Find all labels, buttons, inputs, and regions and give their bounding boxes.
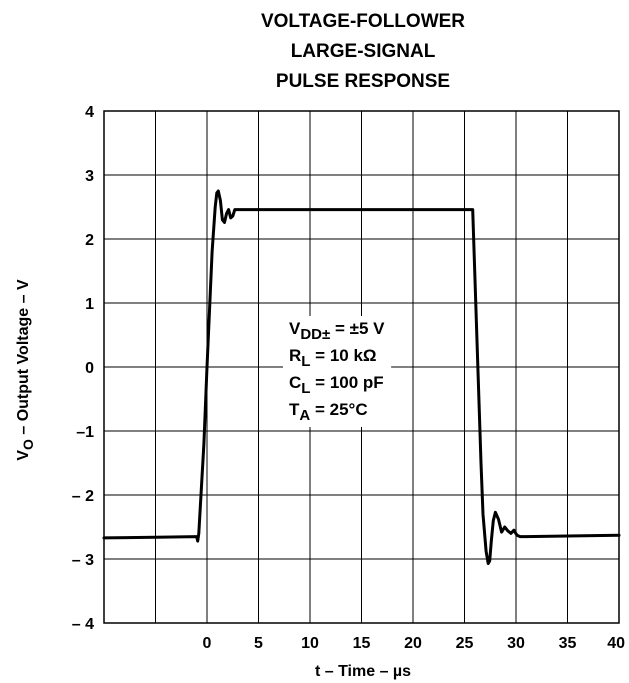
annotation-line-4: TA = 25°C [289, 400, 368, 424]
title-line-3: PULSE RESPONSE [276, 71, 450, 92]
annotation-line-1: VDD± = ±5 V [289, 319, 385, 343]
y-tick-label: 0 [85, 360, 94, 377]
annotation-line-2: RL = 10 kΩ [289, 346, 377, 370]
x-tick-label: 0 [203, 635, 212, 652]
y-tick-label: –1 [76, 424, 94, 441]
x-tick-label: 25 [456, 635, 474, 652]
y-tick-label: 3 [85, 168, 94, 185]
y-tick-label: – 4 [72, 616, 94, 633]
conditions-annotation: VDD± = ±5 V RL = 10 kΩ CL = 100 pF TA = … [283, 316, 392, 427]
x-tick-label: 15 [353, 635, 371, 652]
x-tick-label: 35 [559, 635, 577, 652]
x-tick-label: 20 [404, 635, 422, 652]
x-tick-labels: 0 5 10 15 20 25 30 35 40 [203, 635, 626, 652]
title-line-2: LARGE-SIGNAL [291, 41, 436, 62]
annotation-background [283, 316, 392, 427]
x-tick-label: 5 [254, 635, 263, 652]
y-tick-label: 1 [85, 296, 94, 313]
series-line-output-voltage [102, 189, 621, 565]
y-tick-label: 2 [85, 232, 94, 249]
x-axis-label: t – Time – µs [315, 663, 411, 680]
plot-frame [103, 110, 620, 624]
y-tick-labels: – 4 – 3 – 2 –1 0 1 2 3 4 [72, 104, 94, 633]
y-tick-label: – 2 [72, 488, 94, 505]
y-tick-label: 4 [85, 104, 94, 121]
chart-title: VOLTAGE-FOLLOWER LARGE-SIGNAL PULSE RESP… [261, 11, 465, 92]
annotation-line-3: CL = 100 pF [289, 373, 384, 397]
x-tick-label: 30 [507, 635, 525, 652]
grid [104, 111, 619, 623]
x-tick-label: 10 [301, 635, 319, 652]
y-axis-label: VO – Output Voltage – V [15, 279, 36, 461]
y-tick-label: – 3 [72, 552, 94, 569]
x-tick-label: 40 [607, 635, 625, 652]
title-line-1: VOLTAGE-FOLLOWER [261, 11, 465, 32]
